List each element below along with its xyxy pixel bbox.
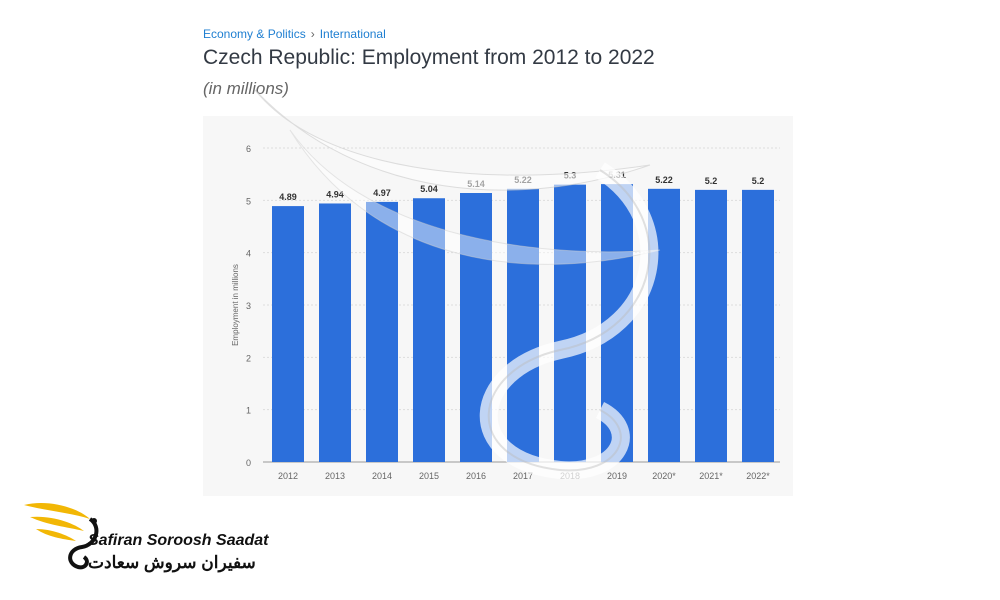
x-tick-label: 2019 [607, 471, 627, 481]
breadcrumb-economy-politics[interactable]: Economy & Politics [203, 27, 306, 41]
logo-name-fa: سفیران سروش سعادت [88, 553, 256, 572]
y-tick-label: 0 [246, 458, 251, 468]
y-tick-label: 1 [246, 406, 251, 416]
x-tick-label: 2022* [746, 471, 770, 481]
breadcrumb-international[interactable]: International [319, 27, 386, 41]
bar-2015 [413, 198, 445, 463]
x-tick-label: 2015 [419, 471, 439, 481]
bar-2013 [319, 203, 351, 462]
breadcrumb-separator: › [310, 27, 315, 41]
bar-2012 [272, 206, 304, 462]
bird-wing-icon [24, 502, 99, 570]
data-label: 5.2 [705, 176, 718, 186]
data-label: 5.3 [564, 171, 577, 181]
x-tick-label: 2013 [325, 471, 345, 481]
data-label: 5.22 [514, 175, 532, 185]
bar-2018 [554, 184, 586, 462]
x-tick-label: 2012 [278, 471, 298, 481]
y-tick-label: 3 [246, 301, 251, 311]
page-title: Czech Republic: Employment from 2012 to … [203, 46, 655, 69]
bar-2020* [648, 188, 680, 462]
x-tick-label: 2020* [652, 471, 676, 481]
y-axis-label: Employment in millions [231, 264, 240, 346]
y-tick-label: 2 [246, 353, 251, 363]
x-tick-label: 2014 [372, 471, 392, 481]
x-tick-label: 2018 [560, 471, 580, 481]
x-tick-label: 2017 [513, 471, 533, 481]
data-label: 4.94 [326, 189, 344, 199]
bar-2017 [507, 188, 539, 462]
bar-2021* [695, 189, 727, 462]
x-tick-label: 2021* [699, 471, 723, 481]
breadcrumb: Economy & Politics › International [203, 27, 386, 41]
data-label: 5.14 [467, 179, 485, 189]
bar-2019 [601, 184, 633, 463]
bar-2014 [366, 201, 398, 463]
y-tick-label: 6 [246, 144, 251, 154]
logo-name-en: Safiran Soroosh Saadat [88, 532, 269, 549]
data-label: 4.97 [373, 188, 391, 198]
data-label: 5.31 [608, 170, 626, 180]
bar-2022* [742, 189, 774, 462]
y-tick-label: 4 [246, 249, 251, 259]
data-label: 5.2 [752, 176, 765, 186]
data-label: 4.89 [279, 192, 297, 202]
y-tick-label: 5 [246, 196, 251, 206]
bar-2016 [460, 193, 492, 463]
data-label: 5.04 [420, 184, 438, 194]
x-tick-label: 2016 [466, 471, 486, 481]
data-label: 5.22 [655, 175, 673, 185]
